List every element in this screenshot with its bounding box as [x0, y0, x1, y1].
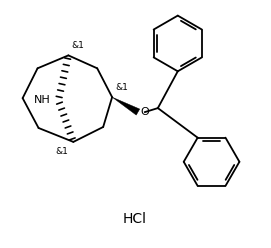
Text: NH: NH [34, 95, 50, 105]
Text: &1: &1 [71, 41, 84, 50]
Text: HCl: HCl [123, 213, 147, 226]
Polygon shape [112, 97, 140, 115]
Text: O: O [140, 107, 149, 117]
Text: &1: &1 [56, 147, 68, 156]
Text: &1: &1 [115, 83, 128, 92]
